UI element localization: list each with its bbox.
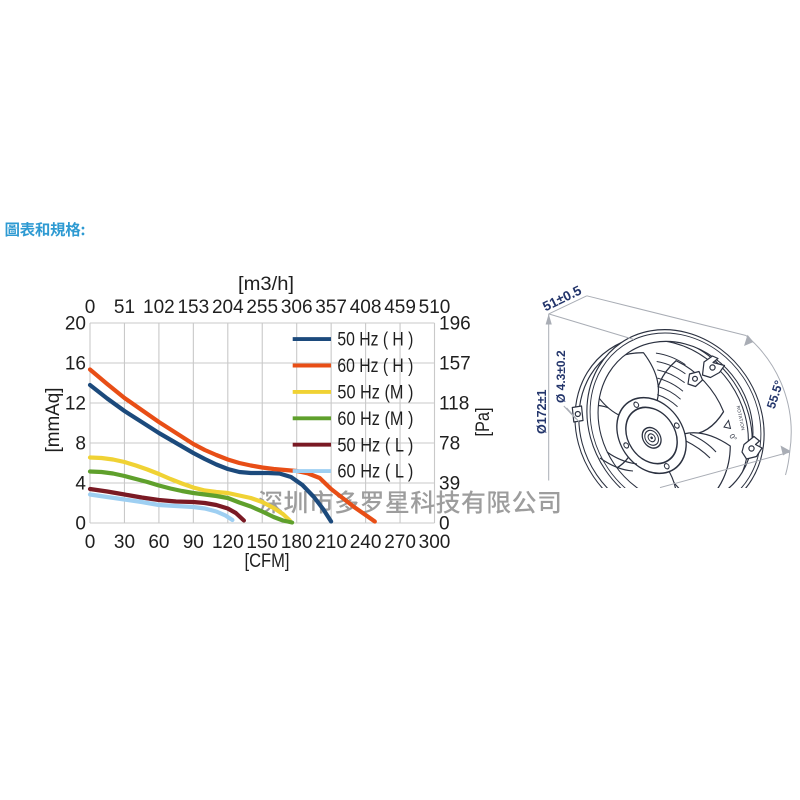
svg-text:120: 120 [212, 532, 244, 553]
svg-text:102: 102 [143, 297, 175, 318]
svg-text:357: 357 [315, 297, 347, 318]
svg-text:Ø 4.3±0.2: Ø 4.3±0.2 [554, 350, 568, 403]
svg-text:12: 12 [65, 394, 86, 415]
svg-text:0: 0 [439, 514, 450, 535]
svg-text:60 Hz ( L ): 60 Hz ( L ) [337, 462, 413, 483]
svg-text:408: 408 [350, 297, 382, 318]
svg-text:60 Hz ( H ): 60 Hz ( H ) [337, 356, 413, 377]
svg-text:0: 0 [75, 514, 86, 535]
svg-text:Ø172±1: Ø172±1 [535, 390, 549, 434]
svg-text:306: 306 [281, 297, 313, 318]
svg-text:60 Hz (M ): 60 Hz (M ) [337, 409, 413, 430]
svg-text:[m3/h]: [m3/h] [238, 273, 294, 295]
svg-text:ROTATION: ROTATION [736, 405, 746, 431]
svg-text:210: 210 [315, 532, 347, 553]
svg-text:90: 90 [183, 532, 204, 553]
svg-text:270: 270 [384, 532, 416, 553]
svg-text:510: 510 [419, 297, 451, 318]
svg-text:153: 153 [177, 297, 209, 318]
svg-text:240: 240 [350, 532, 382, 553]
svg-text:0: 0 [85, 532, 96, 553]
svg-text:78: 78 [439, 434, 460, 455]
svg-text:50 Hz ( L ): 50 Hz ( L ) [337, 435, 413, 456]
svg-text:459: 459 [384, 297, 416, 318]
svg-text:204: 204 [212, 297, 244, 318]
svg-text:60: 60 [148, 532, 169, 553]
svg-text:8: 8 [75, 434, 86, 455]
svg-text:196: 196 [439, 314, 471, 335]
svg-text:51: 51 [114, 297, 135, 318]
svg-text:4: 4 [75, 474, 86, 495]
svg-text:150: 150 [246, 532, 278, 553]
svg-text:180: 180 [281, 532, 313, 553]
svg-text:50 Hz (M ): 50 Hz (M ) [337, 383, 413, 404]
svg-text:[Pa]: [Pa] [472, 408, 494, 437]
svg-text:[CFM]: [CFM] [245, 550, 290, 572]
svg-text:118: 118 [439, 394, 469, 415]
svg-text:0°: 0° [727, 432, 738, 443]
svg-text:55.5°: 55.5° [764, 379, 786, 411]
svg-text:39: 39 [439, 474, 460, 495]
svg-text:30: 30 [114, 532, 135, 553]
svg-text:16: 16 [65, 354, 86, 375]
svg-text:255: 255 [246, 297, 278, 318]
svg-text:0: 0 [85, 297, 96, 318]
svg-text:50 Hz ( H ): 50 Hz ( H ) [337, 330, 413, 351]
svg-text:20: 20 [65, 314, 86, 335]
svg-text:51±0.5: 51±0.5 [540, 282, 584, 314]
svg-text:300: 300 [419, 532, 451, 553]
svg-text:[mmAq]: [mmAq] [42, 388, 64, 453]
svg-text:157: 157 [439, 354, 471, 375]
